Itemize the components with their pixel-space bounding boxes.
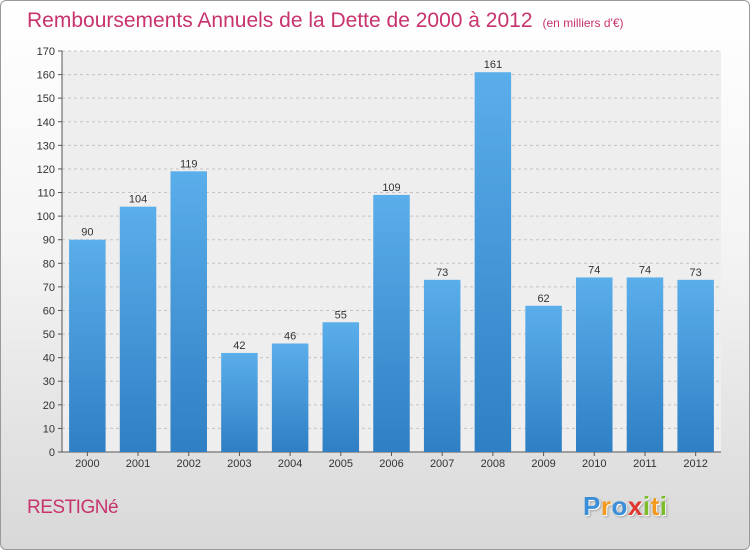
x-tick-label: 2010: [582, 458, 606, 470]
y-tick-label: 60: [43, 305, 55, 317]
logo-letter: P: [583, 491, 601, 521]
y-tick-label: 70: [43, 282, 55, 294]
y-tick-label: 30: [43, 376, 55, 388]
proxiti-logo: Proxiti: [583, 491, 667, 522]
x-tick-label: 2009: [531, 458, 555, 470]
data-label: 46: [284, 330, 296, 342]
logo-letter: i: [642, 491, 651, 521]
logo-letter: x: [627, 491, 643, 521]
y-tick-label: 80: [43, 258, 55, 270]
town-name: RESTIGNé: [27, 497, 119, 518]
data-label: 55: [335, 309, 347, 321]
x-tick-label: 2004: [278, 458, 302, 470]
x-tick-label: 2011: [633, 458, 657, 470]
data-label: 42: [233, 340, 245, 352]
x-tick-label: 2002: [176, 458, 200, 470]
logo-letter: i: [659, 491, 668, 521]
bar: [626, 277, 664, 452]
data-label: 109: [382, 182, 400, 194]
y-tick-label: 0: [49, 447, 55, 459]
data-label: 62: [537, 293, 549, 305]
logo-letter: o: [611, 491, 628, 521]
chart-title-block: Remboursements Annuels de la Dette de 20…: [27, 9, 624, 33]
y-tick-label: 50: [43, 329, 55, 341]
y-tick-label: 140: [37, 117, 55, 129]
bar: [677, 279, 714, 452]
x-tick-label: 2000: [75, 458, 99, 470]
y-tick-label: 20: [43, 400, 55, 412]
x-tick-label: 2006: [379, 458, 403, 470]
logo-letter: t: [650, 491, 660, 521]
y-tick-label: 120: [37, 164, 55, 176]
y-tick-label: 100: [37, 211, 55, 223]
y-tick-label: 160: [37, 70, 55, 82]
x-tick-label: 2005: [329, 458, 353, 470]
x-tick-label: 2003: [227, 458, 251, 470]
data-label: 73: [436, 267, 448, 279]
bar: [373, 194, 410, 452]
y-tick-label: 110: [37, 188, 55, 200]
y-tick-label: 90: [43, 235, 55, 247]
bar: [525, 305, 562, 452]
bar: [170, 171, 207, 453]
data-label: 104: [129, 194, 147, 206]
data-label: 90: [81, 227, 93, 239]
bar: [576, 277, 613, 452]
y-tick-label: 170: [37, 46, 55, 58]
bar: [119, 206, 157, 452]
bar: [474, 72, 512, 453]
bar: [271, 343, 309, 452]
bar: [221, 352, 258, 452]
y-tick-label: 130: [37, 140, 55, 152]
data-label: 161: [484, 59, 502, 71]
data-label: 74: [588, 264, 600, 276]
data-label: 119: [180, 158, 198, 170]
y-tick-label: 150: [37, 93, 55, 105]
y-tick-label: 10: [43, 423, 55, 435]
x-tick-label: 2007: [430, 458, 454, 470]
data-label: 74: [639, 264, 651, 276]
y-tick-label: 40: [43, 353, 55, 365]
x-tick-label: 2012: [683, 458, 707, 470]
x-tick-label: 2001: [126, 458, 150, 470]
x-tick-label: 2008: [481, 458, 505, 470]
logo-letter: r: [600, 491, 612, 521]
chart-subtitle: (en milliers d'€): [542, 16, 624, 30]
bar: [423, 279, 461, 452]
bar: [322, 322, 360, 452]
bar: [69, 239, 106, 452]
chart-title: Remboursements Annuels de la Dette de 20…: [27, 9, 533, 32]
data-label: 73: [690, 267, 702, 279]
